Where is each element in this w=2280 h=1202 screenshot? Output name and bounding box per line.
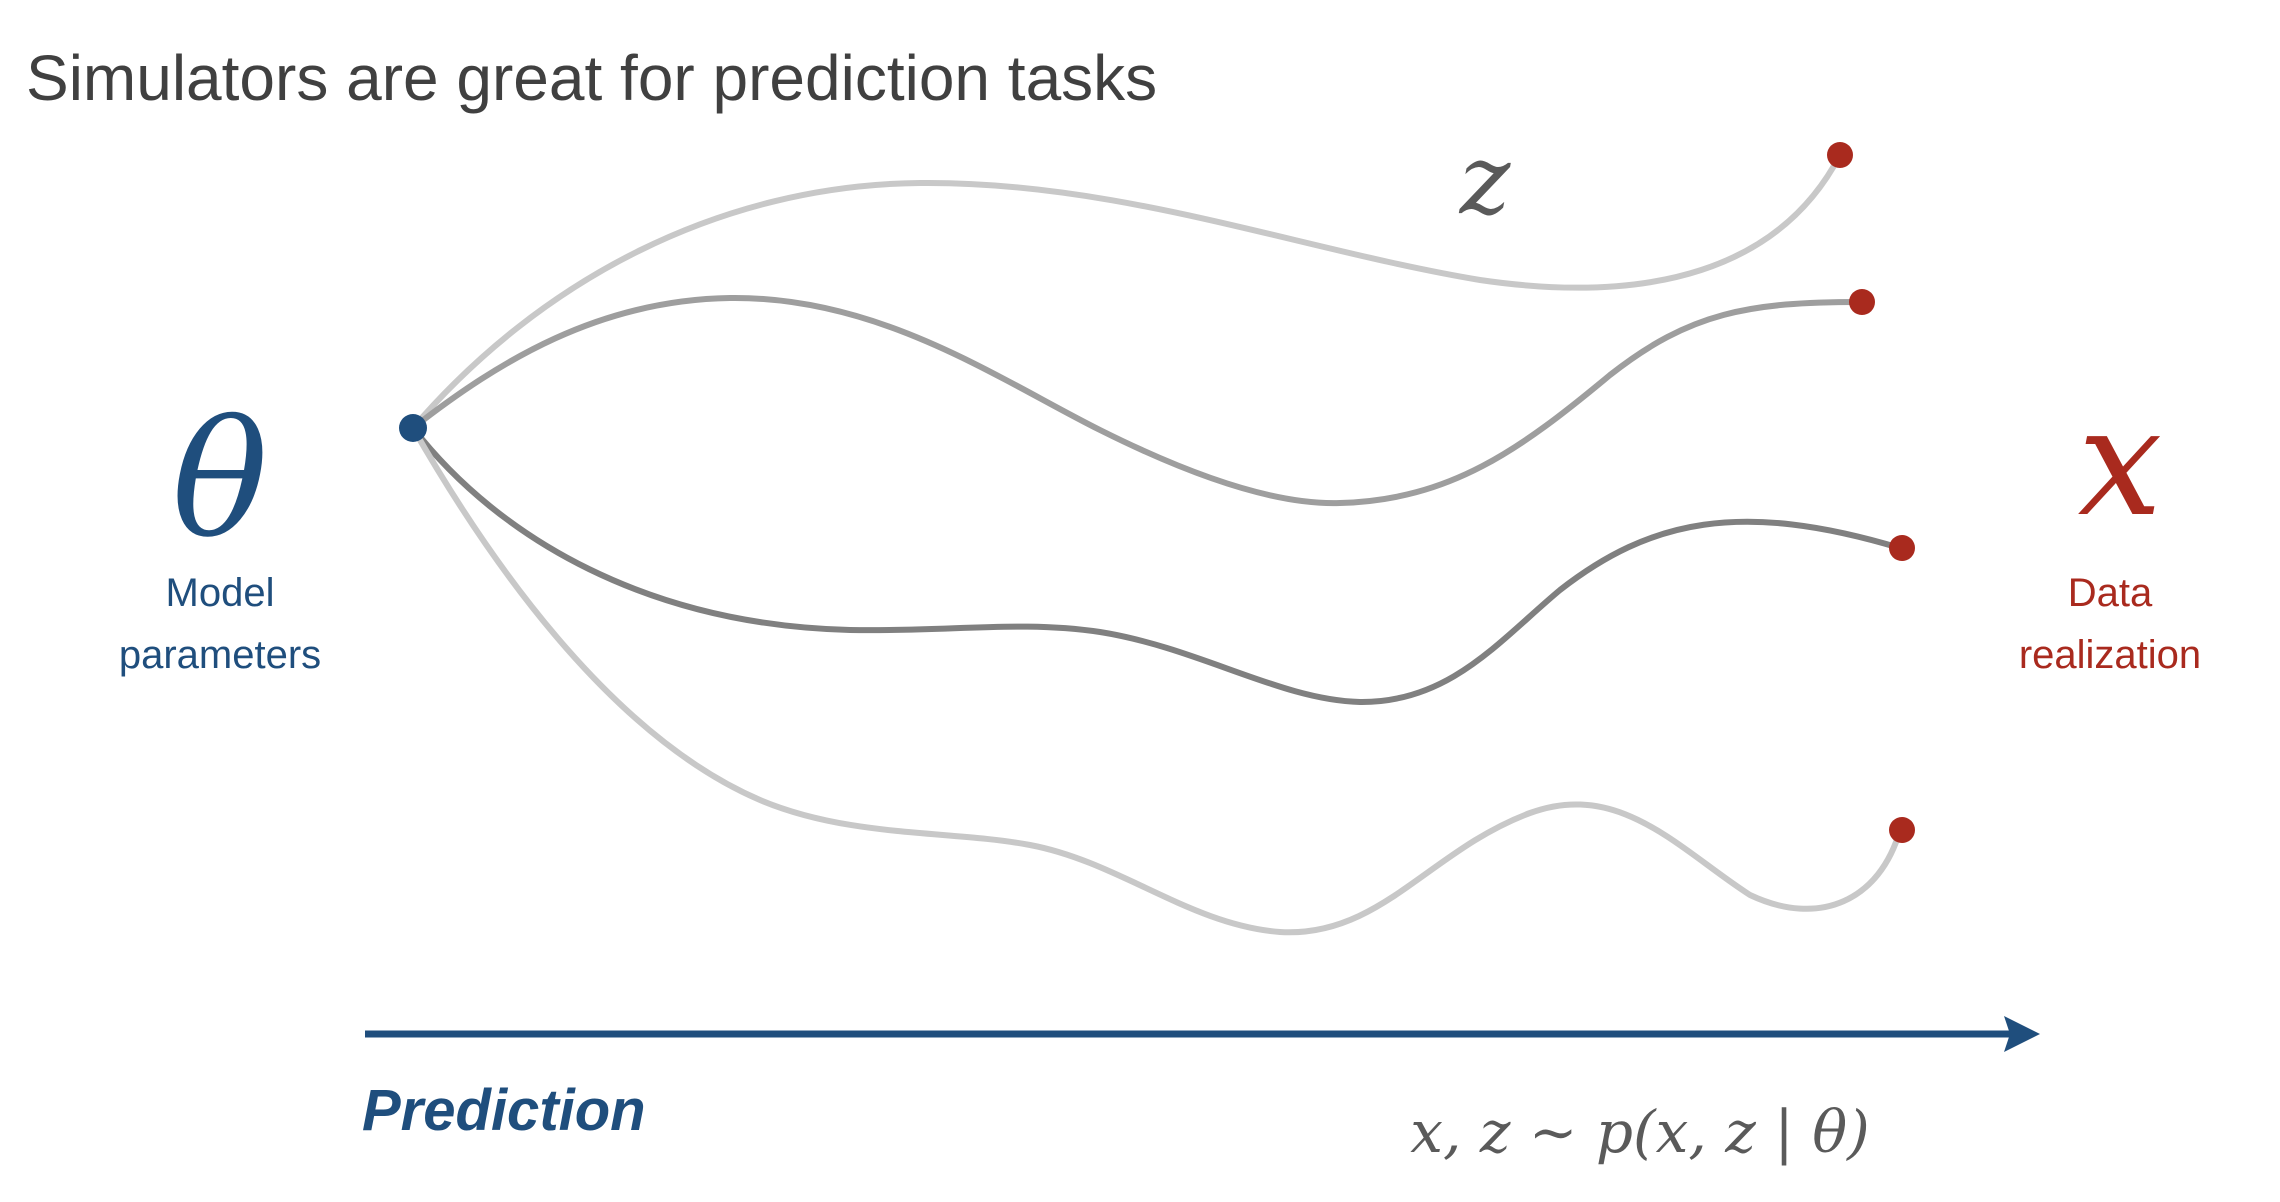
trajectory-path-4 xyxy=(410,425,1903,936)
data-symbol: x xyxy=(2077,376,2163,550)
prediction-arrow-head xyxy=(2004,1016,2040,1052)
data-point-1 xyxy=(1827,142,1853,168)
prediction-arrow xyxy=(365,1016,2040,1052)
data-point-2 xyxy=(1849,289,1875,315)
parameter-symbol: θ xyxy=(171,386,269,573)
data-point-4 xyxy=(1889,817,1915,843)
data-points xyxy=(1827,142,1915,843)
parameter-origin-node xyxy=(399,414,427,442)
latent-variable-symbol: z xyxy=(1459,124,1511,236)
parameter-caption: Model parameters xyxy=(90,562,350,686)
trajectory-path-1 xyxy=(410,152,1843,431)
joint-distribution-formula: x, z ∼ p(x, z | θ) xyxy=(1410,1098,1870,1166)
parameter-caption-line-1: Model xyxy=(165,571,275,615)
prediction-label: Prediction xyxy=(362,1078,646,1143)
data-point-3 xyxy=(1889,535,1915,561)
data-caption-line-1: Data xyxy=(2067,571,2153,615)
parameter-caption-line-2: parameters xyxy=(118,633,322,677)
trajectory-paths xyxy=(410,152,1903,936)
data-caption-line-2: realization xyxy=(2018,633,2202,677)
data-caption: Data realization xyxy=(1980,562,2240,686)
slide-title: Simulators are great for prediction task… xyxy=(26,42,1158,114)
trajectory-path-3 xyxy=(410,425,1903,706)
trajectory-path-2 xyxy=(410,294,1863,507)
